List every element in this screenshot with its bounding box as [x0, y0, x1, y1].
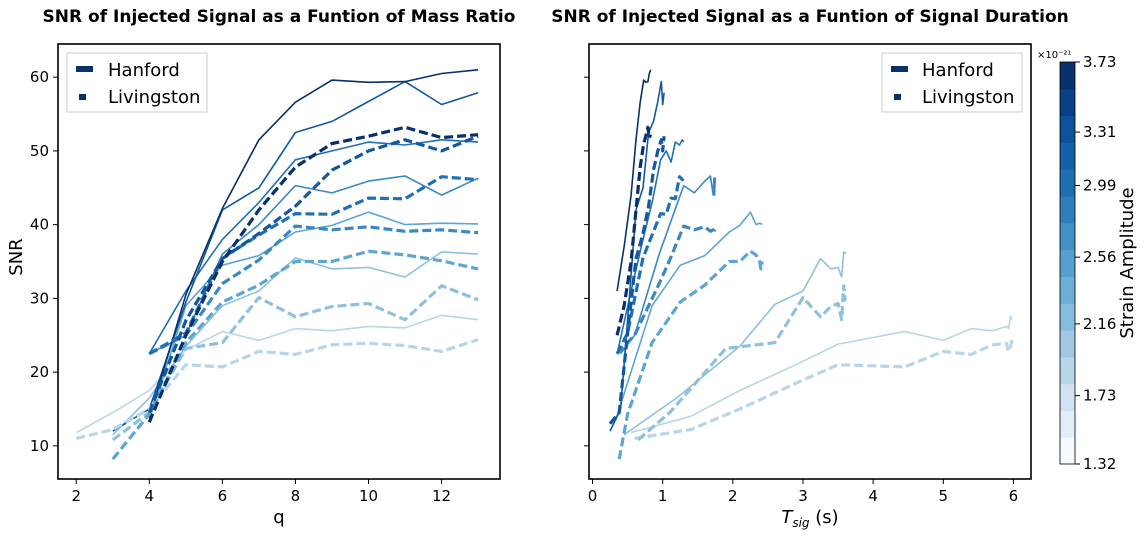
colorbar-band: [1060, 62, 1075, 90]
plot-lines: [608, 69, 1014, 460]
plot-lines: [75, 69, 479, 461]
x-tick-label: 0: [588, 487, 598, 505]
colorbar-tick-label: 2.99: [1083, 176, 1116, 194]
right-legend-box: [881, 52, 1023, 113]
right-xlabel-main: T: [781, 507, 794, 528]
axes-frame: [588, 43, 1032, 480]
y-tick-label: 60: [30, 68, 49, 86]
x-tick-label: 3: [798, 487, 808, 505]
series-line-hanford-3: [619, 175, 717, 355]
right-legend-livingston-swatch: [894, 94, 901, 100]
colorbar-band: [1060, 222, 1075, 251]
series-line-livingston-0: [75, 338, 479, 440]
right-xlabel: Tsig (s): [781, 507, 838, 530]
colorbar-scale-label: ×10⁻²¹: [1037, 50, 1071, 61]
colorbar-band: [1060, 115, 1075, 143]
x-tick-label: 6: [1009, 487, 1019, 505]
x-tick-label: 4: [145, 487, 155, 505]
left-xlabel: q: [273, 507, 284, 528]
y-tick-label: 10: [30, 437, 49, 455]
series-line-livingston-0: [634, 339, 1014, 440]
left-legend-hanford-label: Hanford: [108, 60, 180, 81]
colorbar-tick-label: 1.73: [1083, 387, 1116, 405]
x-tick-label: 12: [432, 487, 451, 505]
colorbar-frame: [1059, 61, 1076, 465]
axes-frame: [57, 43, 501, 480]
right-xlabel-unit: (s): [810, 507, 839, 528]
right-xlabel-sub: sig: [792, 516, 810, 530]
series-line-hanford-4: [148, 139, 479, 355]
left-chart: SNR of Injected Signal as a Funtion of M…: [6, 7, 515, 528]
right-legend: Hanford Livingston: [881, 52, 1023, 113]
right-legend-livingston-label: Livingston: [922, 87, 1014, 108]
right-plot-area: 0 1 2 3 4 5 6: [584, 43, 1032, 505]
left-chart-title: SNR of Injected Signal as a Funtion of M…: [43, 7, 516, 27]
colorbar-band: [1060, 142, 1075, 170]
series-line-hanford-1: [112, 251, 479, 436]
y-tick-label: 30: [30, 289, 49, 307]
left-legend-box: [66, 52, 208, 113]
colorbar-tick-label: 1.32: [1083, 455, 1116, 473]
left-legend: Hanford Livingston: [66, 52, 208, 113]
colorbar-band: [1060, 437, 1075, 465]
colorbar-band: [1060, 303, 1075, 331]
series-line-hanford-2: [148, 211, 479, 421]
right-legend-hanford-label: Hanford: [922, 60, 994, 81]
x-tick-label: 5: [939, 487, 949, 505]
colorbar-band: [1060, 169, 1075, 197]
series-line-hanford-0: [630, 315, 1013, 434]
colorbar-tick-label: 3.31: [1083, 123, 1116, 141]
series-line-livingston-2: [617, 249, 764, 460]
series-line-livingston-1: [637, 284, 847, 442]
right-chart: SNR of Injected Signal as a Funtion of S…: [551, 7, 1069, 530]
colorbar-tick-label: 2.16: [1083, 315, 1116, 333]
colorbar-band: [1060, 88, 1075, 117]
y-tick-label: 50: [30, 142, 49, 160]
y-tick-label: 40: [30, 216, 49, 234]
colorbar-band: [1060, 249, 1075, 277]
colorbar-band: [1060, 383, 1075, 411]
left-plot-area: 2 4 6 8 10 12 10 20 30 40 50 60: [30, 43, 501, 505]
series-line-hanford-1: [623, 251, 846, 436]
series-line-livingston-6: [147, 125, 479, 423]
series-line-livingston-3: [615, 224, 717, 355]
x-tick-label: 4: [868, 487, 878, 505]
x-tick-label: 2: [728, 487, 738, 505]
series-line-hanford-6: [616, 69, 652, 292]
colorbar-tick-label: 3.73: [1083, 53, 1116, 71]
colorbar-band: [1060, 330, 1075, 358]
colorbar-band: [1060, 196, 1075, 224]
x-tick-label: 10: [359, 487, 378, 505]
colorbar-band: [1060, 276, 1075, 304]
colorbar-band: [1060, 410, 1075, 438]
series-line-hanford-2: [614, 211, 763, 421]
series-line-livingston-6: [615, 125, 653, 336]
series-line-hanford-4: [616, 139, 685, 354]
x-tick-label: 8: [291, 487, 301, 505]
left-legend-livingston-label: Livingston: [108, 87, 200, 108]
series-line-livingston-3: [148, 224, 479, 356]
series-line-hanford-6: [148, 69, 479, 419]
colorbar-label: Strain Amplitude: [1117, 187, 1138, 338]
left-ylabel: SNR: [6, 238, 27, 275]
series-line-hanford-0: [75, 314, 479, 434]
right-legend-hanford-swatch: [891, 66, 908, 72]
colorbar: 1.32 1.73 2.16 2.56 2.99 3.31 3.73 ×10⁻²¹ Stra…: [1037, 50, 1138, 473]
x-tick-label: 1: [658, 487, 668, 505]
left-legend-livingston-swatch: [79, 94, 86, 100]
colorbar-tick-label: 2.56: [1083, 248, 1116, 266]
right-chart-title: SNR of Injected Signal as a Funtion of S…: [551, 7, 1069, 27]
colorbar-bands: 1.32 1.73 2.16 2.56 2.99 3.31 3.73: [1059, 53, 1116, 473]
x-tick-label: 6: [218, 487, 228, 505]
series-line-livingston-5: [608, 136, 666, 425]
left-legend-hanford-swatch: [76, 66, 93, 72]
y-tick-label: 20: [30, 363, 49, 381]
series-line-livingston-4: [615, 175, 685, 355]
x-tick-label: 2: [71, 487, 81, 505]
colorbar-band: [1060, 356, 1075, 385]
series-line-livingston-5: [147, 134, 479, 414]
